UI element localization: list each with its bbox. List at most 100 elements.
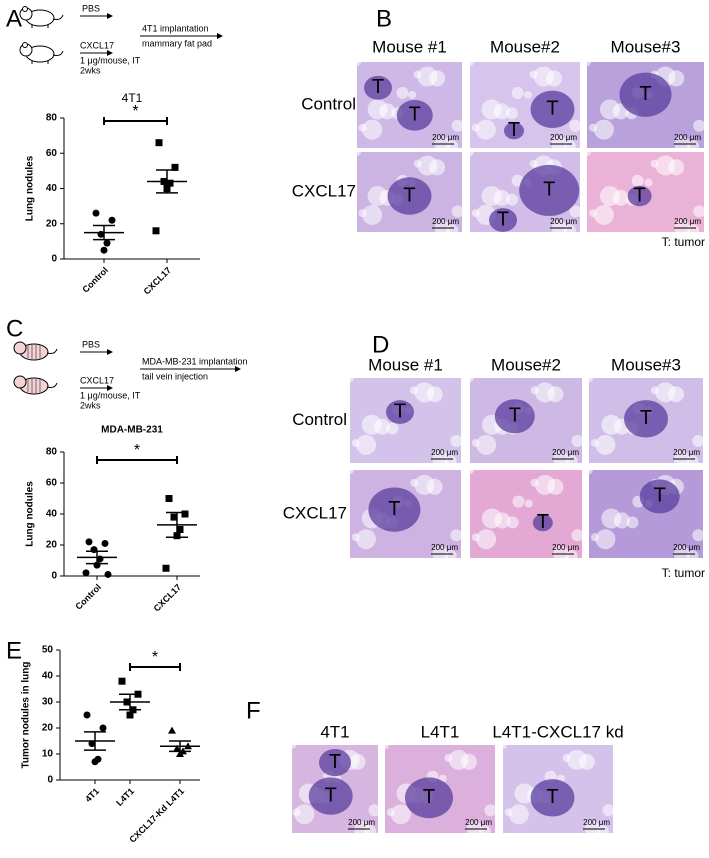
- tissue-texture: [693, 119, 706, 132]
- scheme-text: CXCL17: [80, 375, 114, 385]
- tissue-texture: [381, 741, 389, 749]
- tissue-texture: [655, 155, 676, 176]
- x-tick-label: CXCL17-Kd L4T1: [127, 786, 186, 845]
- row-label: Control: [301, 94, 356, 113]
- error-bar: [86, 550, 108, 565]
- tissue-texture: [351, 438, 360, 447]
- scale-bar-label: 200 μm: [673, 448, 700, 457]
- scale-bar-label: 200 μm: [673, 543, 700, 552]
- tissue-texture: [589, 209, 598, 218]
- tissue-texture: [481, 99, 502, 120]
- data-point: [170, 513, 178, 521]
- tissue-texture: [585, 374, 593, 382]
- tumor-mark: T: [409, 104, 421, 126]
- y-tick-label: 50: [42, 645, 54, 656]
- tissue-texture: [413, 70, 422, 79]
- chart-title: MDA-MB-231: [101, 425, 163, 436]
- error-bar: [166, 511, 188, 538]
- tissue-texture: [476, 434, 497, 455]
- tissue-texture: [367, 99, 388, 120]
- tumor-mark: T: [509, 405, 521, 427]
- tumor-region: [530, 779, 575, 817]
- y-tick-label: 40: [46, 183, 58, 194]
- data-point: [99, 724, 107, 732]
- data-point: [152, 227, 160, 235]
- tumor-region: [396, 100, 433, 131]
- y-tick-label: 30: [42, 697, 54, 708]
- tissue-texture: [571, 435, 584, 448]
- tissue-texture: [471, 123, 480, 132]
- error-bar: [156, 169, 178, 194]
- scheme-arrows: [80, 13, 241, 391]
- tissue-texture: [566, 749, 587, 770]
- y-tick-label: 0: [51, 254, 57, 265]
- tissue-texture: [524, 499, 533, 508]
- tissue-texture: [294, 804, 315, 825]
- tissue-texture: [692, 529, 705, 542]
- tissue-texture: [390, 804, 411, 825]
- tissue-texture: [410, 386, 419, 395]
- data-point: [173, 744, 181, 752]
- data-point: [171, 163, 179, 171]
- tumor-mark: T: [546, 786, 558, 808]
- tissue-texture: [593, 119, 614, 140]
- tumor-mark: T: [640, 407, 652, 429]
- tumor-region: [494, 399, 535, 434]
- tissue-texture: [408, 90, 417, 99]
- tissue-texture: [356, 529, 377, 550]
- y-tick-label: 60: [46, 148, 58, 159]
- panel-label: B: [376, 5, 392, 32]
- mouse-icon: [13, 341, 58, 361]
- tissue-texture: [451, 119, 464, 132]
- panel-label: F: [246, 697, 261, 724]
- panel-label: C: [6, 315, 23, 342]
- data-point: [85, 538, 93, 546]
- tumor-mark: T: [546, 98, 558, 120]
- tumor-region: [387, 177, 432, 215]
- tissue-texture: [481, 186, 502, 207]
- data-point: [166, 179, 174, 187]
- tissue-texture: [471, 209, 480, 218]
- tissue-texture: [529, 70, 538, 79]
- tumor-key: T: tumor: [662, 235, 705, 249]
- y-tick-label: 0: [47, 775, 53, 786]
- tissue-texture: [367, 186, 388, 207]
- y-tick-label: 0: [51, 571, 57, 582]
- tissue-texture: [362, 119, 383, 140]
- scheme-text: mammary fat pad: [142, 38, 212, 48]
- tumor-region: [405, 777, 453, 819]
- x-tick-label: 4T1: [83, 786, 101, 804]
- x-tick-label: CXCL17: [142, 265, 173, 296]
- tissue-texture: [484, 804, 497, 817]
- tissue-texture: [413, 159, 422, 168]
- y-tick-label: 40: [42, 671, 54, 682]
- tumor-mark: T: [403, 184, 415, 206]
- tissue-texture: [466, 374, 474, 382]
- data-point: [82, 569, 90, 577]
- column-title: Mouse #1: [372, 37, 447, 56]
- data-point: [176, 750, 184, 757]
- data-point: [92, 209, 100, 217]
- tumor-region: [489, 208, 517, 232]
- panel-label: A: [6, 5, 22, 32]
- tissue-texture: [386, 808, 395, 817]
- data-point: [162, 564, 170, 572]
- tissue-texture: [396, 86, 409, 99]
- tumor-mark: T: [654, 485, 666, 507]
- tissue-texture: [595, 529, 616, 550]
- tissue-texture: [471, 533, 480, 542]
- y-tick-label: 20: [46, 540, 58, 551]
- data-point: [155, 139, 163, 147]
- panel-label: E: [6, 637, 22, 664]
- tumor-region: [308, 777, 353, 815]
- tissue-texture: [601, 508, 622, 529]
- column-title: L4T1: [421, 722, 460, 741]
- tissue-texture: [466, 148, 474, 156]
- tissue-texture: [590, 533, 599, 542]
- data-point: [103, 239, 111, 247]
- tissue-texture: [601, 414, 622, 435]
- tissue-texture: [471, 438, 480, 447]
- tissue-texture: [655, 382, 676, 403]
- tissue-texture: [356, 434, 377, 455]
